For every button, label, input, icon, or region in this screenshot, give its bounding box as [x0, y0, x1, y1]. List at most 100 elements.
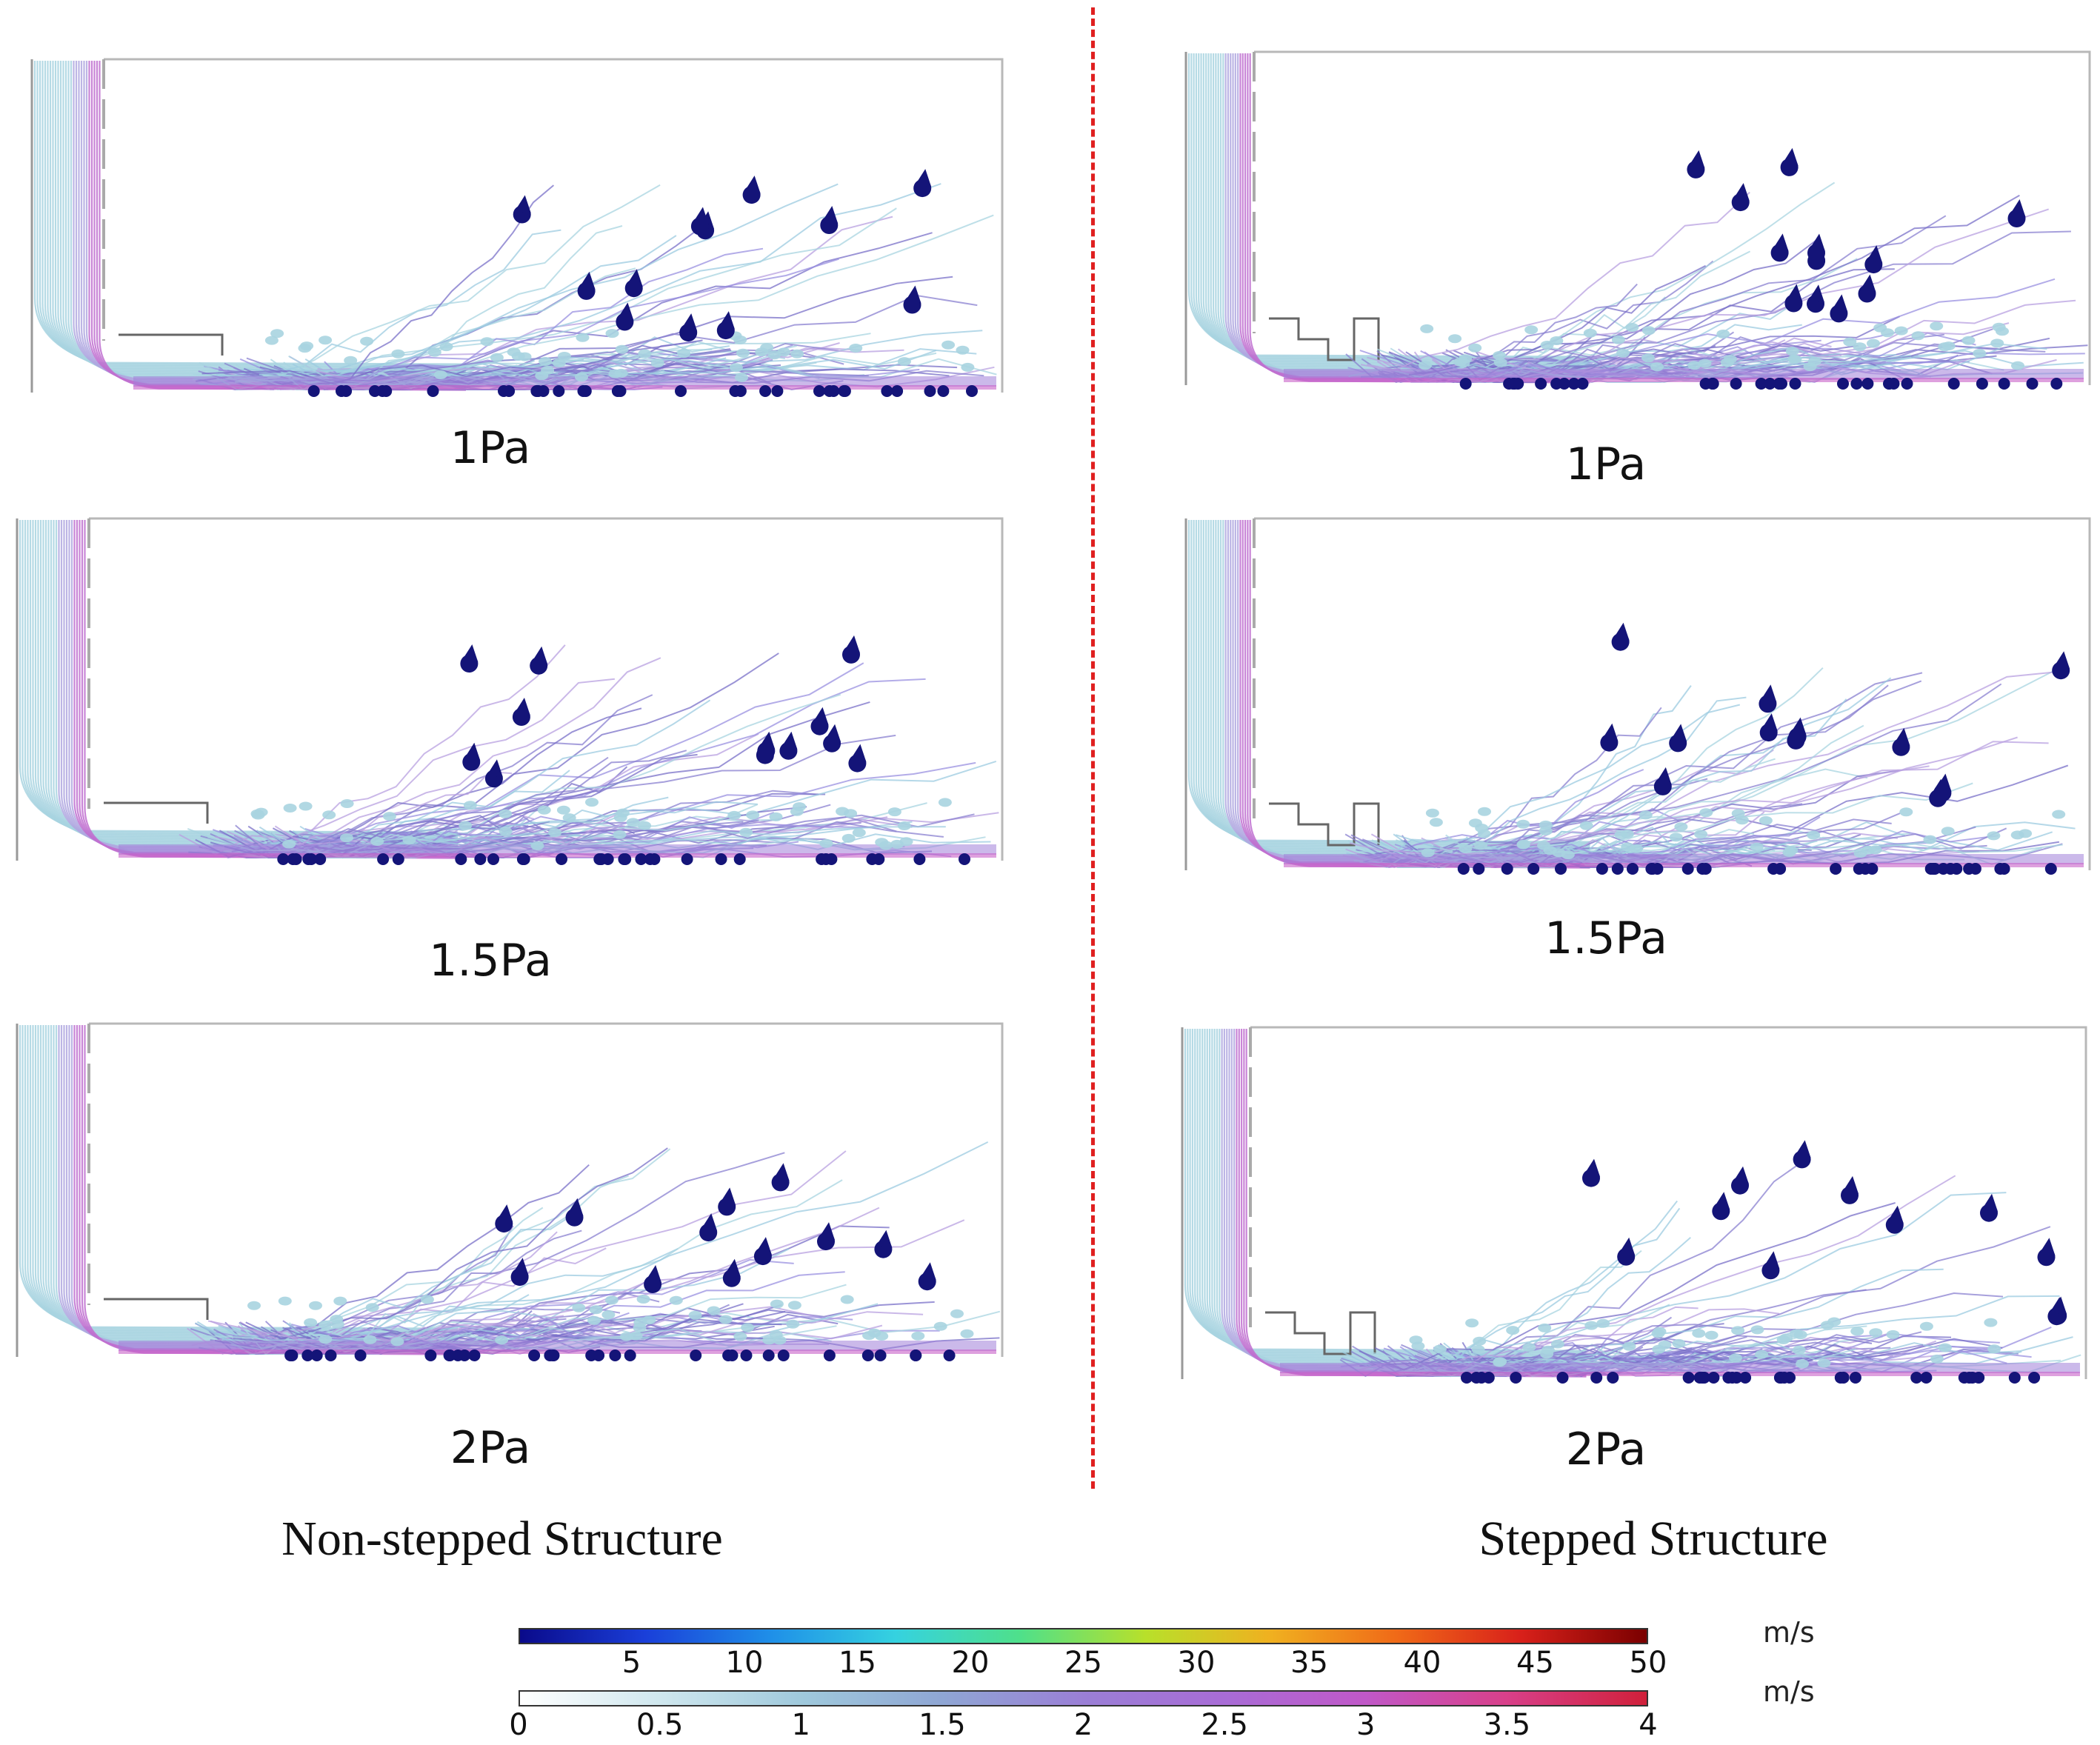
airborne-particle	[690, 207, 709, 236]
jet-streamline	[73, 61, 467, 381]
jet-streamline	[1212, 53, 1590, 368]
particle-marker	[707, 1306, 721, 1315]
particle-marker	[629, 1331, 643, 1341]
particle-marker	[729, 363, 743, 373]
particle-marker	[309, 1301, 322, 1310]
deposited-particle	[468, 1349, 481, 1361]
jet-streamline	[1201, 1029, 1587, 1359]
deposited-particle	[516, 853, 529, 865]
deposited-particle	[459, 1349, 471, 1361]
particle-marker	[1522, 1343, 1536, 1352]
particle-marker	[1919, 1321, 1933, 1331]
particle-trace	[198, 183, 839, 389]
airborne-particle	[1807, 233, 1825, 262]
particle-marker	[1850, 1327, 1864, 1336]
colorbar-tick-label: 0.5	[636, 1708, 684, 1742]
deposited-particle	[1901, 378, 1913, 390]
airborne-particle	[1617, 1237, 1636, 1266]
airborne-particle	[1830, 294, 1848, 323]
deposited-particle	[1976, 378, 1988, 390]
deposited-particle	[861, 1349, 874, 1361]
near-wall-flow	[1280, 1372, 2080, 1376]
deposited-particle	[1998, 378, 2010, 390]
particle-marker	[587, 1315, 601, 1325]
jet-streamline	[1187, 1029, 1587, 1353]
airborne-particle	[848, 744, 867, 773]
jet-streamline	[63, 520, 459, 851]
particle-marker	[576, 333, 590, 342]
particle-marker	[1433, 1344, 1447, 1354]
deposited-particle	[2050, 378, 2063, 390]
deposited-particle	[777, 1349, 790, 1361]
deposited-particle	[324, 1349, 337, 1361]
column-title-right: Stepped Structure	[1479, 1512, 1828, 1566]
airborne-particle	[577, 271, 596, 300]
particle-marker	[1616, 348, 1630, 358]
particle-trace	[1467, 344, 1716, 376]
particle-marker	[1790, 1329, 1803, 1338]
particle-marker	[1419, 361, 1432, 370]
particle-marker	[1477, 829, 1491, 838]
deposited-particle	[277, 853, 290, 865]
particle-marker	[1692, 1329, 1706, 1338]
jet-streamline	[1205, 520, 1590, 850]
particle-marker	[1755, 1349, 1769, 1359]
jet-streamline	[39, 1025, 459, 1338]
jet-streamline	[84, 520, 459, 859]
particle-marker	[1639, 810, 1653, 820]
deposited-particle	[1501, 863, 1513, 875]
near-wall-flow	[1284, 369, 2084, 379]
airborne-particle	[495, 1204, 513, 1233]
jet-streamline	[1245, 1029, 1587, 1378]
particle-marker	[1583, 328, 1597, 338]
simulation-plot	[1181, 1026, 2087, 1384]
deposited-particle	[1726, 1372, 1739, 1384]
jet-streamline	[1228, 1029, 1587, 1370]
airborne-particle	[462, 742, 481, 771]
particle-trace	[1371, 769, 1644, 857]
particle-marker	[530, 841, 544, 850]
particle-trace	[1373, 1175, 1956, 1375]
panel-stepped-1-5pa	[1180, 517, 2091, 876]
near-wall-flow	[119, 1341, 996, 1351]
deposited-particle	[1527, 863, 1540, 875]
airborne-particle	[718, 1187, 736, 1216]
particle-marker	[585, 798, 599, 807]
deposited-particle	[1849, 1372, 1861, 1384]
particle-marker	[849, 344, 863, 353]
jet-streamline	[1219, 520, 1590, 856]
near-wall-flow	[119, 844, 996, 855]
deposited-particle	[874, 1349, 887, 1361]
deposited-particle	[310, 1349, 323, 1361]
particle-marker	[1493, 1358, 1507, 1367]
particle-marker	[1930, 321, 1944, 331]
near-wall-flow	[1284, 378, 2084, 382]
particle-marker	[1465, 1318, 1479, 1328]
particle-trace	[1350, 683, 2002, 863]
particle-marker	[1869, 1328, 1883, 1338]
deposited-particle	[354, 1349, 367, 1361]
deposited-particle	[866, 853, 879, 865]
jet-streamline	[1227, 520, 1590, 860]
particle-marker	[1459, 354, 1473, 364]
near-wall-flow	[1284, 854, 2084, 864]
colorbar-tick-label: 5	[621, 1646, 641, 1680]
jet-streamline	[37, 520, 459, 841]
deposited-particle	[287, 853, 299, 865]
colorbar-tick-label: 3.5	[1483, 1708, 1531, 1742]
particle-marker	[1911, 331, 1925, 341]
jet-streamline	[47, 520, 459, 845]
jet-streamline	[1198, 520, 1590, 847]
particle-marker	[264, 336, 279, 345]
particle-marker	[1867, 338, 1880, 348]
airborne-particle	[742, 176, 761, 204]
deposited-particle	[1928, 863, 1941, 875]
jet-streamline	[19, 1025, 459, 1329]
particle-trace	[316, 347, 904, 384]
panel-nonstepped-2pa	[11, 1022, 1004, 1363]
airborne-particle	[1582, 1158, 1600, 1187]
panel-stepped-2pa	[1176, 1026, 2087, 1385]
particle-marker	[736, 348, 750, 358]
particle-marker	[879, 841, 893, 850]
airborne-particle	[1761, 1251, 1780, 1280]
